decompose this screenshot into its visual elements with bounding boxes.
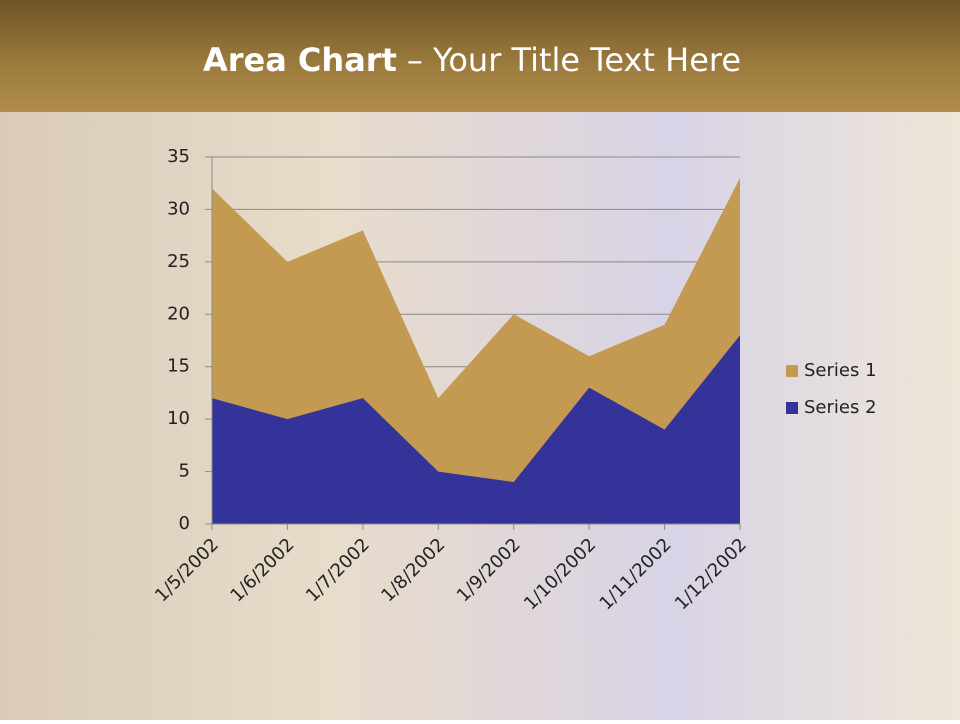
chart-title: Area Chart – Your Title Text Here: [203, 41, 741, 79]
legend-label: Series 2: [804, 397, 877, 418]
y-tick-label: 35: [167, 146, 190, 167]
title-rest: – Your Title Text Here: [407, 41, 741, 79]
y-tick-label: 30: [167, 198, 190, 219]
legend-label: Series 1: [804, 360, 877, 381]
y-tick-label: 15: [167, 356, 190, 377]
area: [212, 335, 740, 524]
title-bold: Area Chart: [203, 41, 397, 79]
y-tick-label: 25: [167, 251, 190, 272]
legend-swatch: [786, 365, 798, 377]
y-tick-label: 0: [179, 513, 190, 534]
y-tick-label: 20: [167, 303, 190, 324]
y-tick-label: 10: [167, 408, 190, 429]
legend-swatch: [786, 402, 798, 414]
y-tick-label: 5: [179, 461, 190, 482]
header-band: [0, 0, 960, 112]
